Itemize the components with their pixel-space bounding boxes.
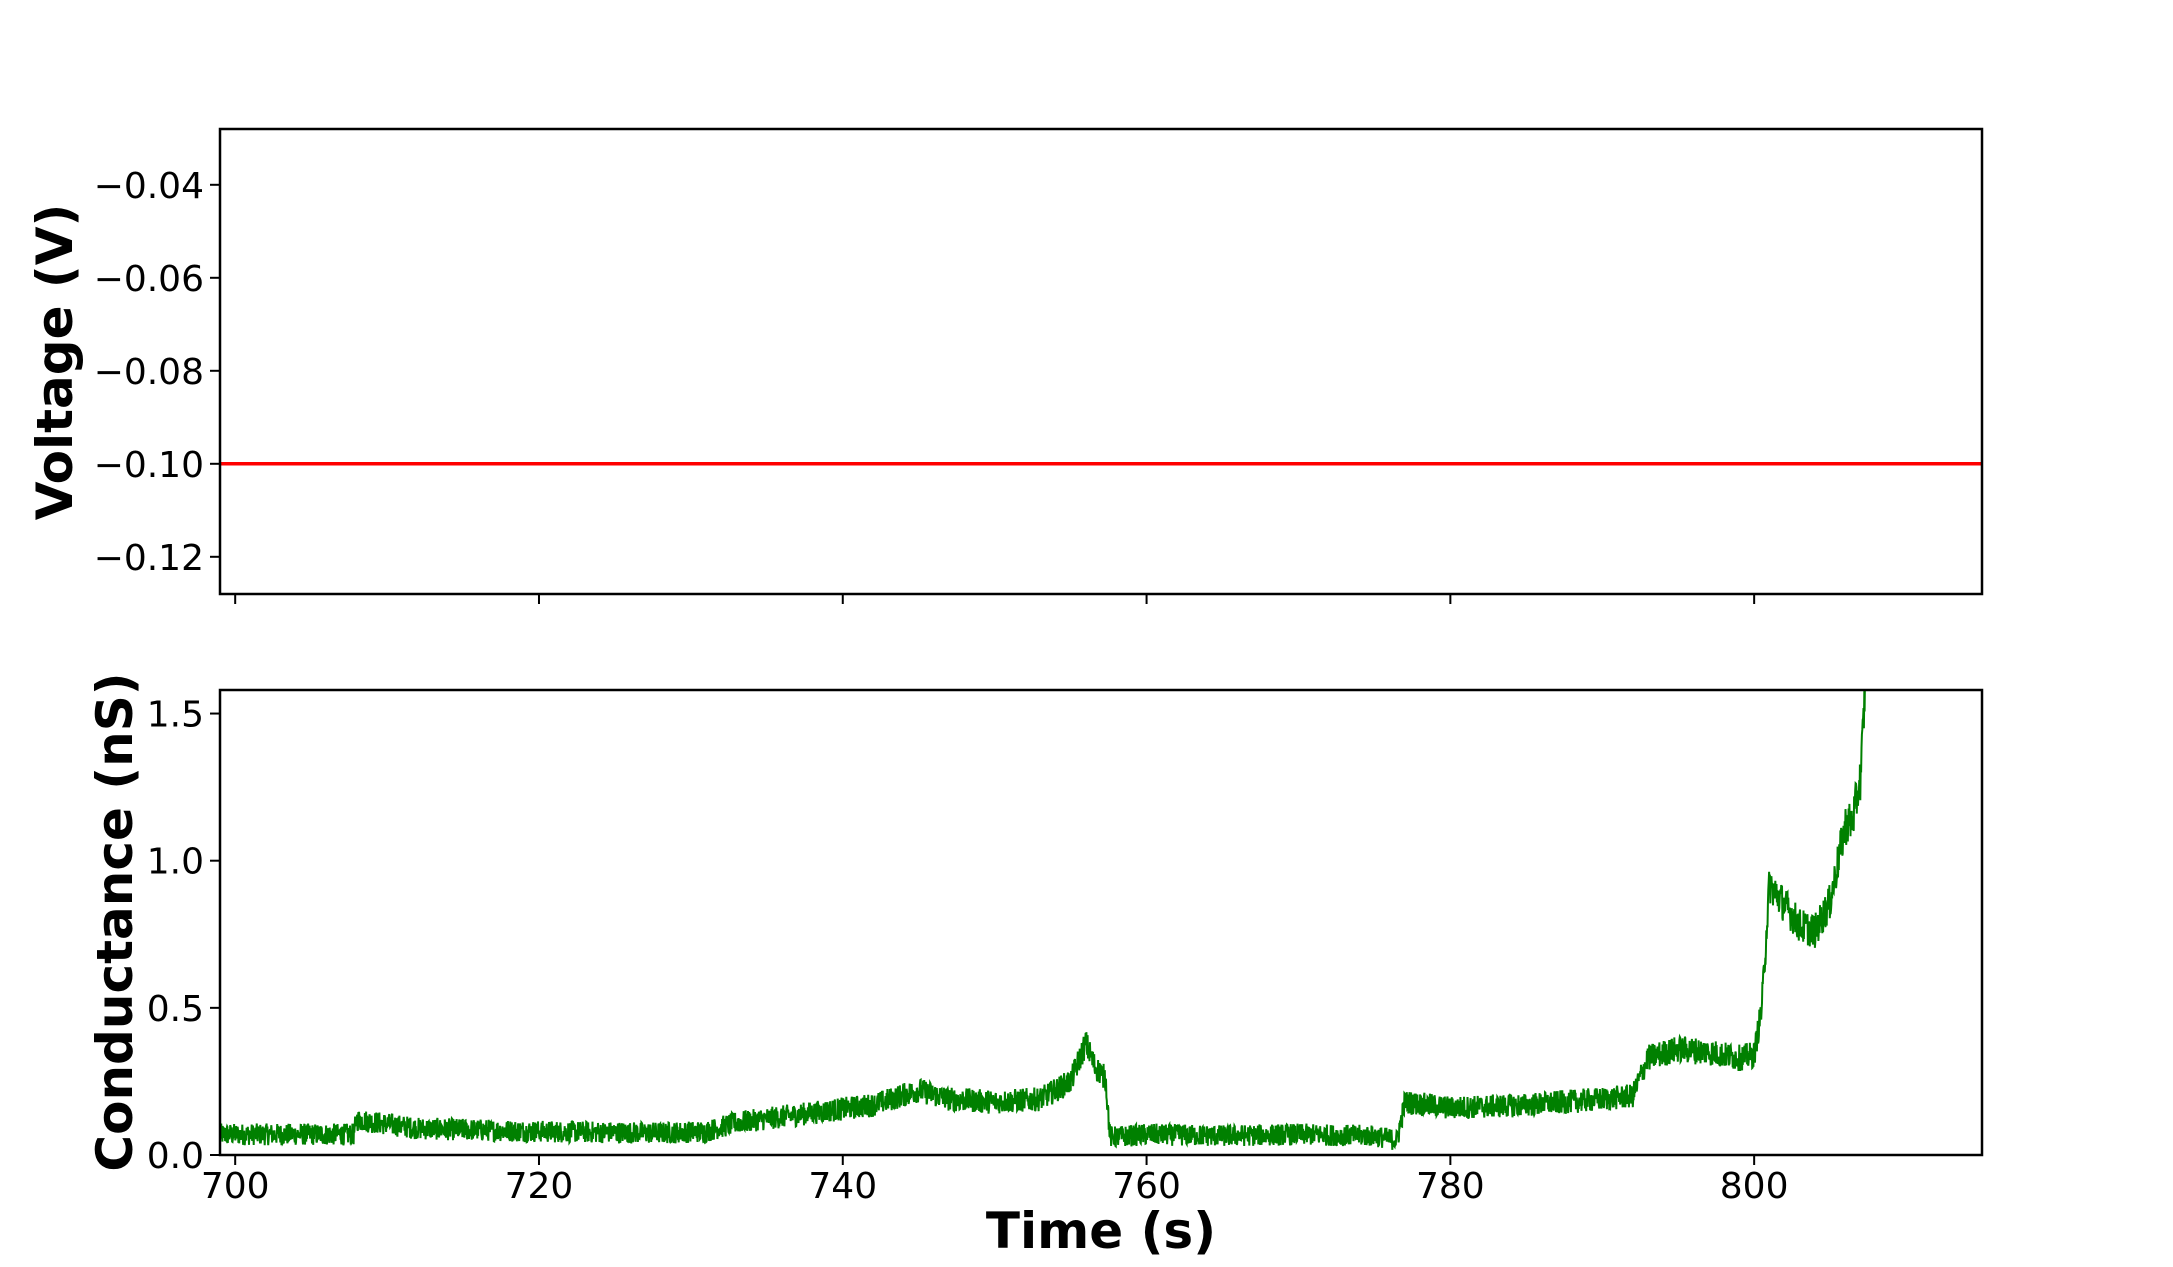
conductance-y-tick-label: 0.5: [147, 989, 204, 1030]
voltage-y-tick-label: −0.04: [94, 166, 204, 207]
voltage-x-ticks: [234, 594, 1756, 604]
conductance-y-tick-label: 1.0: [147, 842, 204, 883]
conductance-y-axis-label: Conductance (nS): [86, 672, 144, 1171]
voltage-axes-frame: [218, 127, 1984, 596]
time-x-axis-label: Time (s): [986, 1202, 1216, 1260]
voltage-y-ticks: −0.12 −0.10 −0.08 −0.06 −0.04: [94, 166, 220, 579]
conductance-y-tick-label: 1.5: [147, 695, 204, 736]
conductance-axes-frame: [218, 688, 1984, 1157]
voltage-y-axis-label: Voltage (V): [26, 204, 84, 521]
voltage-panel: −0.12 −0.10 −0.08 −0.06 −0.04 Voltage (V): [26, 127, 1984, 604]
conductance-x-tick-label: 700: [201, 1166, 270, 1207]
conductance-x-tick-label: 780: [1416, 1166, 1485, 1207]
conductance-y-tick-label: 0.0: [147, 1136, 204, 1177]
conductance-x-tick-label: 800: [1720, 1166, 1789, 1207]
conductance-x-tick-label: 740: [808, 1166, 877, 1207]
conductance-y-ticks: 0.0 0.5 1.0 1.5: [147, 695, 220, 1177]
voltage-y-tick-label: −0.12: [94, 538, 204, 579]
conductance-x-ticks: 700 720 740 760 780 800: [201, 1155, 1789, 1207]
conductance-series: [220, 690, 1866, 1150]
voltage-y-tick-label: −0.08: [94, 352, 204, 393]
voltage-y-tick-label: −0.06: [94, 259, 204, 300]
conductance-trace: [220, 690, 1866, 1150]
conductance-x-tick-label: 720: [505, 1166, 574, 1207]
conductance-panel: 0.0 0.5 1.0 1.5 700 720 740 760 780 800 Conducta…: [86, 672, 1984, 1260]
voltage-y-tick-label: −0.10: [94, 445, 204, 486]
conductance-x-tick-label: 760: [1112, 1166, 1181, 1207]
